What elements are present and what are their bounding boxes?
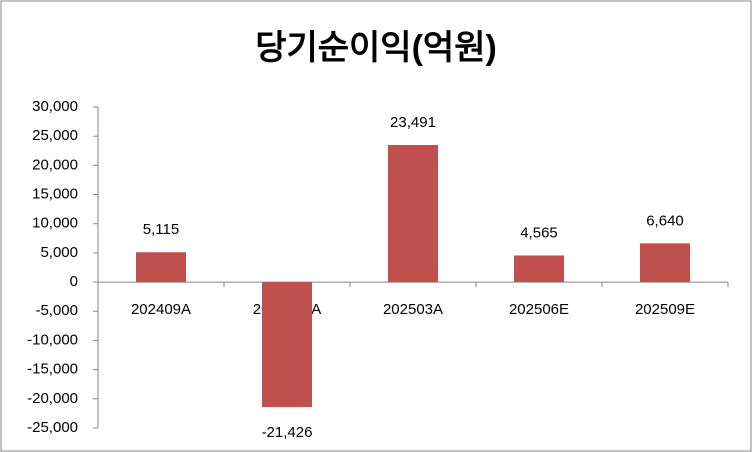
y-tick-label: -25,000 <box>27 419 78 436</box>
value-label: 23,491 <box>390 114 436 131</box>
x-tick-label: 202509E <box>635 301 695 318</box>
y-tick-label: 10,000 <box>32 215 78 232</box>
x-tick-label: 202409A <box>131 301 191 318</box>
y-tick-label: 5,000 <box>40 244 78 261</box>
y-tick-label: 25,000 <box>32 127 78 144</box>
y-tick-label: 30,000 <box>32 98 78 115</box>
chart-title: 당기순이익(억원) <box>255 29 497 67</box>
bar <box>388 144 438 283</box>
y-tick-label: -20,000 <box>27 390 78 407</box>
value-label: 4,565 <box>520 224 558 241</box>
value-label: -21,426 <box>262 424 313 441</box>
y-tick-label: -5,000 <box>35 302 78 319</box>
bar <box>136 252 186 283</box>
bar <box>514 255 564 283</box>
y-tick-label: 20,000 <box>32 156 78 173</box>
bar <box>640 243 690 283</box>
y-tick-label: 15,000 <box>32 186 78 203</box>
bar <box>262 282 312 408</box>
value-label: 5,115 <box>143 221 179 238</box>
y-tick-label: 0 <box>70 273 78 290</box>
y-tick-label: -10,000 <box>27 331 78 348</box>
y-tick-label: -15,000 <box>27 361 78 378</box>
value-label: 6,640 <box>646 212 684 229</box>
x-tick-label: 202506E <box>509 301 569 318</box>
x-tick-label: 202503A <box>383 301 443 318</box>
